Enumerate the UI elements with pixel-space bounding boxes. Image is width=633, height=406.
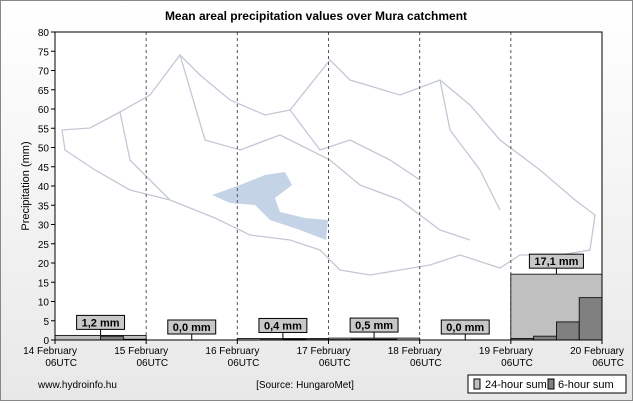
y-tick-label: 50: [38, 144, 50, 155]
y-tick-label: 65: [38, 86, 50, 97]
legend-label: 24-hour sum: [485, 379, 547, 391]
bar-6h: [556, 322, 579, 340]
chart-title: Mean areal precipitation values over Mur…: [165, 9, 467, 23]
x-tick-label: 19 February: [479, 346, 533, 357]
y-tick-label: 40: [38, 182, 50, 193]
y-tick-label: 5: [43, 317, 49, 328]
footer-site: www.hydroinfo.hu: [37, 380, 117, 391]
y-tick-label: 35: [38, 201, 50, 212]
legend-label: 6-hour sum: [558, 379, 614, 391]
value-label: 0,0 mm: [173, 322, 211, 334]
value-label: 17,1 mm: [534, 256, 578, 268]
x-tick-label: 06UTC: [592, 358, 624, 369]
x-tick-label: 20 February: [570, 346, 624, 357]
value-label: 1,2 mm: [82, 317, 120, 329]
y-tick-label: 80: [38, 28, 50, 39]
y-tick-label: 10: [38, 298, 50, 309]
footer-source: [Source: HungaroMet]: [256, 380, 354, 391]
y-tick-label: 15: [38, 278, 50, 289]
x-tick-label: 06UTC: [410, 358, 442, 369]
legend-swatch-24h: [474, 379, 480, 389]
y-tick-label: 30: [38, 221, 50, 232]
y-tick-label: 25: [38, 240, 50, 251]
x-tick-label: 06UTC: [45, 358, 77, 369]
legend-swatch-6h: [548, 379, 554, 389]
value-label: 0,0 mm: [446, 322, 484, 334]
y-tick-label: 60: [38, 105, 50, 116]
x-tick-label: 15 February: [114, 346, 168, 357]
value-label: 0,5 mm: [355, 320, 393, 332]
y-tick-label: 75: [38, 47, 50, 58]
x-tick-label: 06UTC: [136, 358, 168, 369]
y-axis-label: Precipitation (mm): [20, 141, 32, 230]
x-tick-label: 16 February: [205, 346, 259, 357]
x-tick-label: 17 February: [297, 346, 351, 357]
bar-6h: [101, 336, 124, 340]
bar-6h: [579, 298, 602, 340]
x-tick-label: 06UTC: [228, 358, 260, 369]
x-tick-label: 06UTC: [319, 358, 351, 369]
x-tick-label: 14 February: [23, 346, 77, 357]
value-label: 0,4 mm: [264, 320, 302, 332]
bar-6h: [534, 336, 557, 340]
y-tick-label: 70: [38, 67, 50, 78]
x-tick-label: 18 February: [388, 346, 442, 357]
x-tick-label: 06UTC: [501, 358, 533, 369]
y-tick-label: 45: [38, 163, 50, 174]
y-tick-label: 20: [38, 259, 50, 270]
y-tick-label: 55: [38, 124, 50, 135]
